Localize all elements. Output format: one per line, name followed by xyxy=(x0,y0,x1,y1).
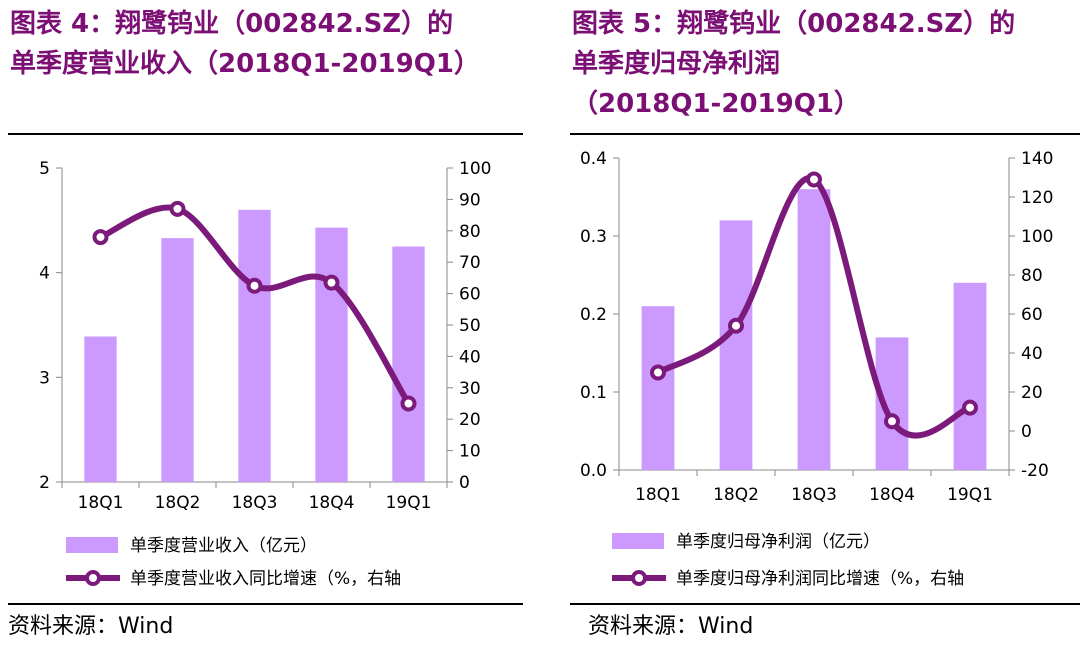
legend-bar-swatch xyxy=(612,533,664,549)
right-tick-label: 100 xyxy=(1021,227,1053,247)
legend-line-label: 单季度营业收入同比增速（%，右轴 xyxy=(130,569,401,589)
legend-bar-label: 单季度营业收入（亿元） xyxy=(130,536,317,556)
net-profit-chart: 0.0 0.1 0.2 0.3 0.4 -20 0 20 40 60 80 100 120 140 18Q1… xyxy=(570,133,1080,605)
chart-title: 图表 4：翔鹭钨业（002842.SZ）的 单季度营业收入（2018Q1-201… xyxy=(10,4,530,84)
line-point xyxy=(728,317,744,334)
line-point xyxy=(884,413,900,430)
left-tick-label: 2 xyxy=(39,473,50,493)
right-tick-label: 100 xyxy=(459,159,491,179)
legend-bar-swatch xyxy=(66,537,118,553)
bar xyxy=(719,220,753,470)
right-tick-label: 20 xyxy=(459,410,481,430)
chart-title-line-1: 图表 5：翔鹭钨业（002842.SZ）的 xyxy=(572,9,1016,39)
legend-line-marker xyxy=(85,570,101,586)
line-point xyxy=(650,364,666,381)
bar xyxy=(392,246,425,482)
right-tick-label: 40 xyxy=(459,347,481,367)
left-tick-label: 0.2 xyxy=(580,305,607,325)
right-tick-label: 30 xyxy=(459,379,481,399)
chart-title-line-2: 单季度归母净利润 xyxy=(572,49,781,79)
left-tick-label: 5 xyxy=(39,159,50,179)
left-tick-label: 0.3 xyxy=(580,227,607,247)
category-label: 18Q2 xyxy=(155,493,201,513)
source-note: 资料来源：Wind xyxy=(588,614,754,639)
chart-title-line-2: 单季度营业收入（2018Q1-2019Q1） xyxy=(10,49,480,79)
line-point xyxy=(92,229,109,246)
right-tick-label: 0 xyxy=(1021,422,1032,442)
right-tick-label: 80 xyxy=(1021,266,1043,286)
chart-panel-net-profit: 图表 5：翔鹭钨业（002842.SZ）的 单季度归母净利润 （2018Q1-2… xyxy=(562,0,1080,650)
left-tick-label: 0.1 xyxy=(580,383,607,403)
right-tick-label: 70 xyxy=(459,253,481,273)
right-tick-label: 50 xyxy=(459,316,481,336)
category-label: 18Q3 xyxy=(791,485,837,505)
category-label: 19Q1 xyxy=(947,485,993,505)
chart-title-line-3: （2018Q1-2019Q1） xyxy=(572,89,860,119)
right-tick-label: 40 xyxy=(1021,344,1043,364)
right-tick-label: 60 xyxy=(459,285,481,305)
legend-bar-label: 单季度归母净利润（亿元） xyxy=(676,532,880,552)
category-label: 19Q1 xyxy=(386,493,432,513)
right-tick-label: 10 xyxy=(459,442,481,462)
right-tick-label: 80 xyxy=(459,222,481,242)
right-tick-label: 90 xyxy=(459,190,481,210)
bar xyxy=(161,238,194,482)
category-label: 18Q4 xyxy=(869,485,915,505)
bar xyxy=(953,282,987,470)
bar xyxy=(641,306,675,470)
line-point xyxy=(806,171,822,188)
left-tick-label: 0.0 xyxy=(580,461,607,481)
left-tick-label: 3 xyxy=(39,368,50,388)
bar xyxy=(84,336,117,482)
left-tick-label: 0.4 xyxy=(580,149,607,169)
category-label: 18Q2 xyxy=(713,485,759,505)
right-tick-label: 0 xyxy=(459,473,470,493)
line-point xyxy=(400,395,417,412)
bar xyxy=(238,209,271,482)
legend-line-marker xyxy=(631,570,647,586)
legend-line-label: 单季度归母净利润同比增速（%，右轴 xyxy=(676,569,964,589)
line-point xyxy=(962,399,978,416)
category-label: 18Q1 xyxy=(78,493,124,513)
bar xyxy=(315,227,348,482)
category-label: 18Q3 xyxy=(232,493,278,513)
source-note: 资料来源：Wind xyxy=(8,614,174,639)
chart-title-line-1: 图表 4：翔鹭钨业（002842.SZ）的 xyxy=(10,9,454,39)
chart-panel-revenue: 图表 4：翔鹭钨业（002842.SZ）的 单季度营业收入（2018Q1-201… xyxy=(0,0,530,650)
line-point xyxy=(323,274,340,291)
bar xyxy=(797,189,831,470)
right-tick-label: 140 xyxy=(1021,149,1053,169)
chart-title: 图表 5：翔鹭钨业（002842.SZ）的 单季度归母净利润 （2018Q1-2… xyxy=(572,4,1080,124)
left-tick-label: 4 xyxy=(39,264,50,284)
category-label: 18Q1 xyxy=(635,485,681,505)
category-label: 18Q4 xyxy=(309,493,355,513)
line-point xyxy=(169,200,186,217)
right-tick-label: -20 xyxy=(1021,461,1049,481)
right-tick-label: 60 xyxy=(1021,305,1043,325)
right-tick-label: 20 xyxy=(1021,383,1043,403)
line-point xyxy=(246,277,263,294)
right-tick-label: 120 xyxy=(1021,188,1053,208)
